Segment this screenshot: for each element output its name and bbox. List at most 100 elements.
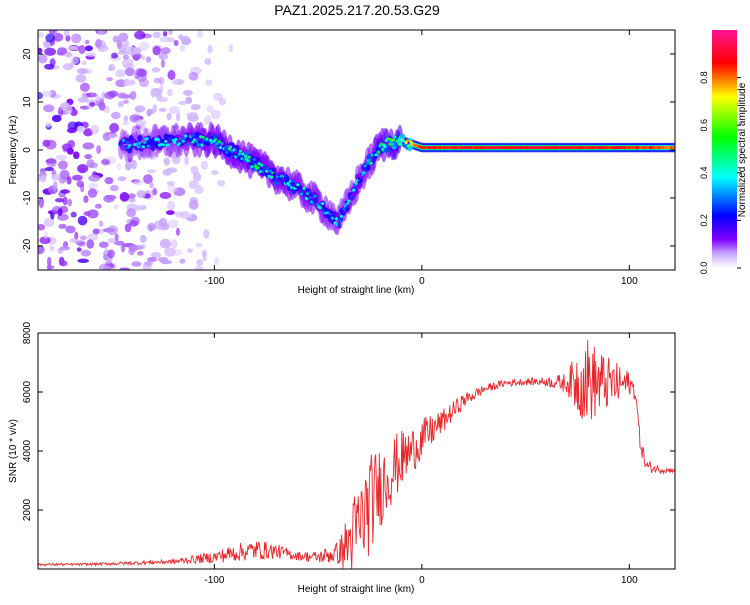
heatmap-noise-cell: [84, 45, 93, 52]
heatmap-ridge-core: [135, 142, 139, 146]
heatmap-ridge-core: [334, 217, 338, 221]
heatmap-noise-cell: [134, 105, 146, 113]
heatmap-ridge-core: [374, 153, 378, 157]
x-tick-label: 100: [621, 276, 638, 287]
heatmap-ridge-core: [389, 138, 393, 142]
heatmap-noise-cell: [47, 256, 52, 267]
heatmap-noise-cell: [80, 183, 85, 193]
heatmap-ridge-core: [197, 140, 202, 144]
heatmap-noise-cell: [160, 260, 173, 265]
heatmap-noise-cell: [167, 70, 176, 80]
heatmap-noise-cell: [207, 44, 213, 54]
heatmap-noise-cell: [159, 36, 171, 43]
heatmap-ridge-core: [383, 145, 387, 149]
heatmap-noise-cell: [49, 245, 55, 252]
heatmap-noise-cell: [143, 174, 153, 184]
heatmap-noise-cell: [159, 191, 172, 200]
heatmap-noise-cell: [89, 101, 96, 107]
snr-y-label: SNR (10 * v/v): [8, 419, 19, 483]
heatmap-noise-cell: [202, 255, 207, 262]
heatmap-ridge-core: [128, 144, 132, 148]
heatmap-ridge-core: [124, 146, 128, 150]
heatmap-ridge-core: [347, 199, 351, 203]
heatmap-noise-cell: [66, 147, 74, 155]
heatmap-noise-cell: [109, 122, 120, 133]
heatmap-noise-cell: [203, 229, 210, 239]
colorbar-ticks: 0.0 0.2 0.4 0.6 0.8: [699, 71, 741, 274]
snr-series-line: [38, 340, 675, 569]
heatmap-noise-cell: [98, 101, 106, 111]
heatmap-ridge-core: [287, 183, 291, 187]
heatmap-noise-cell: [108, 63, 116, 72]
heatmap-noise-cell: [80, 249, 92, 257]
heatmap-noise-cell: [46, 265, 55, 270]
heatmap-ridge-core: [174, 138, 178, 142]
heatmap-noise-cell: [127, 193, 136, 199]
heatmap-ridge-core: [252, 158, 256, 162]
heatmap-ridge-core: [258, 169, 263, 173]
heatmap-noise-cell: [52, 181, 58, 191]
heatmap-ridge-core: [318, 206, 322, 210]
heatmap-noise-cell: [60, 189, 70, 194]
heatmap-ridge-core: [409, 140, 413, 144]
heatmap-ridge-core: [332, 215, 336, 219]
heatmap-noise-cell: [42, 139, 51, 147]
heatmap-noise-cell: [79, 235, 87, 241]
heatmap-noise-cell: [152, 45, 161, 56]
heatmap-noise-cell: [173, 39, 179, 47]
heatmap-ridge-core: [172, 140, 177, 144]
heatmap-ridge-core: [243, 154, 248, 158]
heatmap-noise-cell: [51, 114, 62, 123]
heatmap-noise-cell: [182, 89, 193, 96]
heatmap-noise-cell: [210, 109, 221, 120]
heatmap-noise-cell: [116, 39, 122, 49]
heatmap-ridge-core: [246, 159, 250, 163]
heatmap-ridge-core: [375, 147, 380, 151]
heatmap-noise-cell: [147, 169, 156, 174]
heatmap-ridge-core: [380, 147, 385, 151]
heatmap-noise-cell: [82, 142, 95, 150]
heatmap-ridge-core: [191, 140, 195, 144]
heatmap-noise-cell: [188, 72, 199, 81]
heatmap-noise-cell: [158, 217, 168, 228]
heatmap-ridge-core: [406, 144, 411, 148]
heatmap-noise-cell: [83, 128, 94, 137]
heatmap-noise-cell: [128, 197, 136, 203]
heatmap-noise-cell: [214, 257, 220, 266]
heatmap-ridge-core: [235, 148, 239, 152]
heatmap-noise-cell: [130, 159, 137, 170]
heatmap-noise-cell: [124, 161, 132, 171]
heatmap-ridge-core: [291, 180, 295, 184]
heatmap-ridge-core: [393, 135, 397, 139]
heatmap-noise-cell: [228, 44, 234, 53]
heatmap-ridge-core: [354, 181, 358, 185]
heatmap-ridge-core: [392, 138, 396, 142]
snr-x-ticks: -100 0 100: [204, 333, 638, 586]
heatmap-noise-cell: [115, 69, 126, 78]
heatmap-ridge-core: [201, 135, 205, 139]
heatmap-noise-cell: [51, 173, 61, 181]
heatmap-noise-cell: [168, 106, 180, 115]
heatmap-ridge-core: [299, 192, 304, 196]
spectrogram-heatmap: [38, 30, 675, 270]
heatmap-noise-cell: [71, 174, 83, 181]
heatmap-noise-cell: [83, 195, 89, 203]
heatmap-noise-cell: [44, 166, 55, 172]
heatmap-ridge-core: [230, 149, 234, 153]
chart-title: PAZ1.2025.217.20.53.G29: [274, 2, 440, 18]
heatmap-noise-cell: [76, 125, 85, 133]
heatmap-ridge-core: [302, 186, 306, 190]
heatmap-ridge-core: [316, 203, 320, 207]
heatmap-noise-cell: [175, 227, 180, 237]
heatmap-ridge-core: [136, 145, 141, 149]
heatmap-noise-cell: [104, 91, 116, 100]
y-tick-label: 0: [22, 147, 33, 153]
heatmap-noise-cell: [84, 39, 90, 45]
heatmap-ridge-outer: [212, 133, 219, 141]
heatmap-noise-cell: [84, 153, 93, 160]
heatmap-ridge-outer: [137, 134, 143, 142]
heatmap-noise-cell: [120, 94, 132, 99]
heatmap-noise-cell: [98, 241, 109, 248]
heatmap-ridge-core: [349, 195, 353, 199]
